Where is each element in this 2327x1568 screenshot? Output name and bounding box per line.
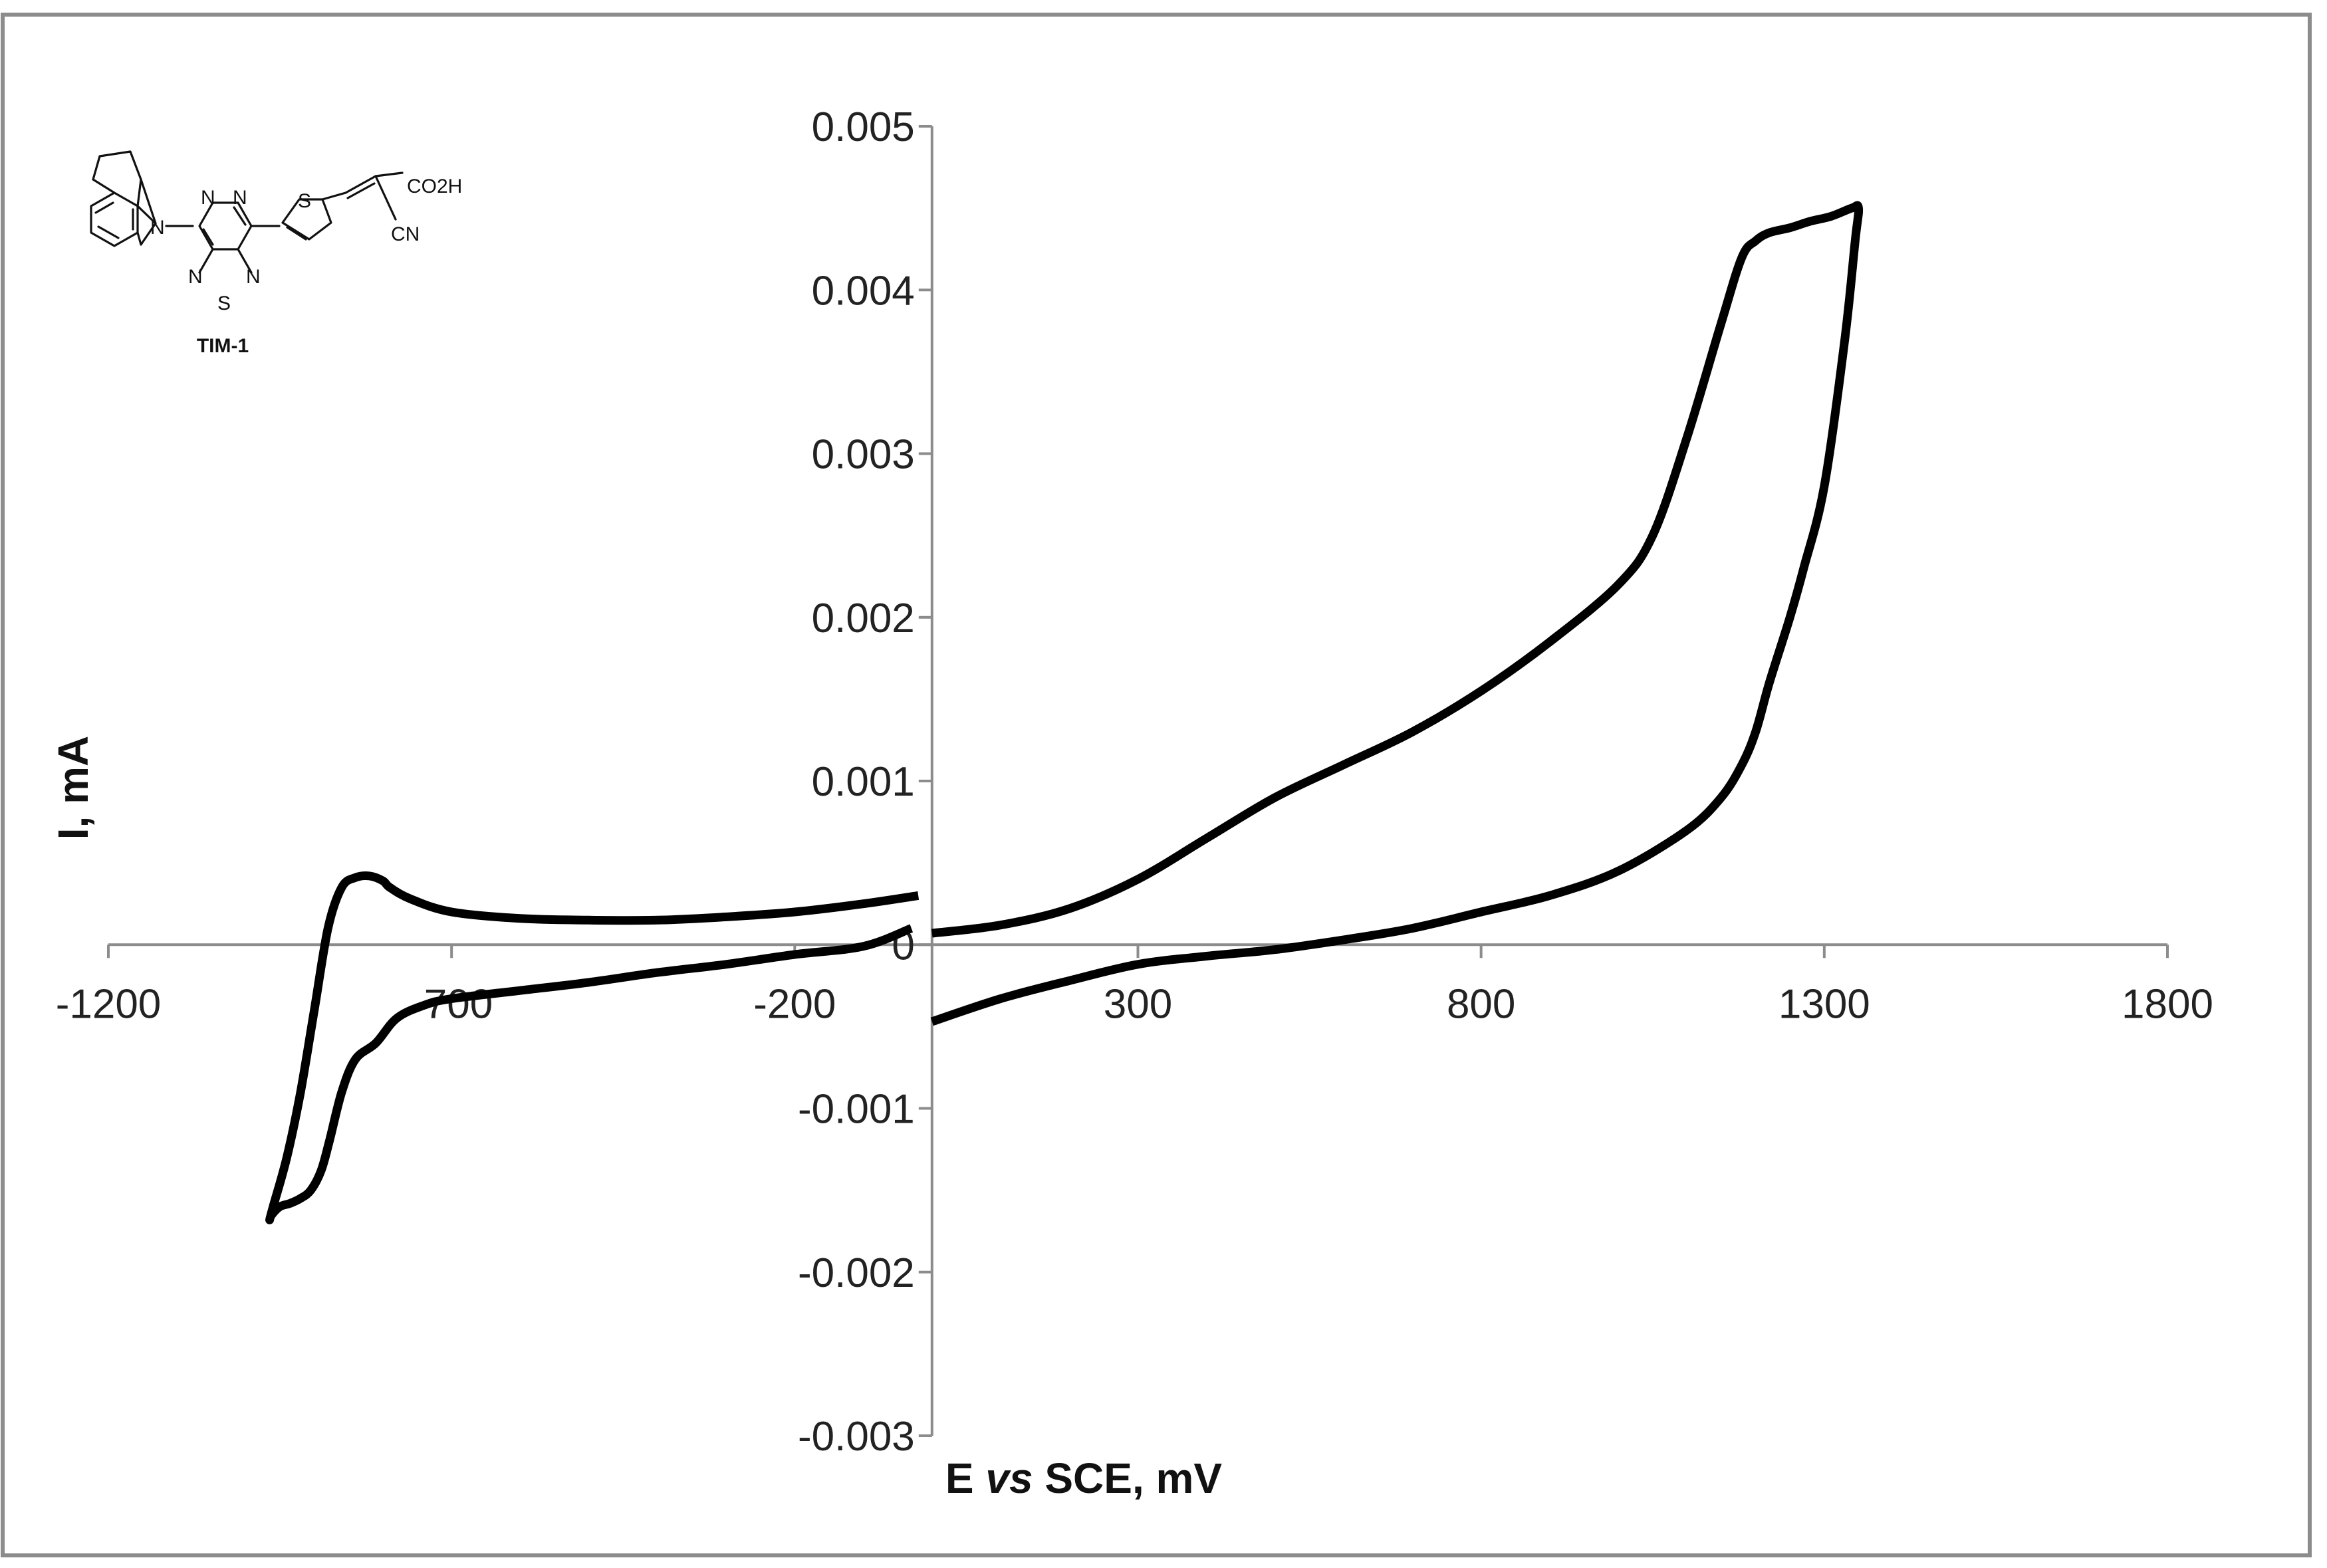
y-tick-label: 0.005 [812,104,915,150]
molecule-name: TIM-1 [197,335,249,357]
atom-label: N [150,217,165,239]
y-tick-label: 0.002 [812,596,915,641]
ticks: -1200 -700 -200 300 800 1300 18000.0050.0040.0… [56,104,2213,1460]
x-tick-label: 1800 [2122,981,2213,1027]
chart-frame [1,13,2312,1557]
atom-label: S [298,190,311,212]
x-tick-label: -200 [753,981,836,1027]
atom-label: N [233,187,247,209]
x-tick-label: 300 [1104,981,1172,1027]
y-tick-label: 0.004 [812,268,915,314]
y-tick-label: -0.003 [798,1414,915,1460]
series [265,201,1864,1224]
y-tick-label: 0.003 [812,432,915,478]
y-tick-label: -0.001 [798,1087,915,1133]
molecule-labels: N N N N N S S CO2H CN TIM-1 [150,175,462,357]
x-axis-title: E vs SCE, mV [945,1454,1223,1502]
x-tick-label: 1300 [1778,981,1870,1027]
atom-label: N [188,266,203,288]
atom-label: S [217,292,231,314]
x-tick-label: -1200 [56,981,162,1027]
atom-label: N [246,266,261,288]
x-axis-title-part-3: SCE, mV [1033,1454,1223,1502]
x-tick-label: 800 [1447,981,1515,1027]
atom-label: CN [391,223,420,245]
y-axis-title: I, mA [49,736,97,840]
molecule-structure [90,150,404,274]
atom-label: CO2H [407,175,462,197]
series-line-1 [265,871,919,1224]
atom-label: N [201,187,215,209]
x-axis-title-part-1: E [945,1454,985,1502]
series-line-2 [930,201,1864,1026]
y-tick-label: -0.002 [798,1250,915,1296]
y-tick-label: 0.001 [812,759,915,805]
x-axis-title-part-2: vs [985,1454,1033,1502]
